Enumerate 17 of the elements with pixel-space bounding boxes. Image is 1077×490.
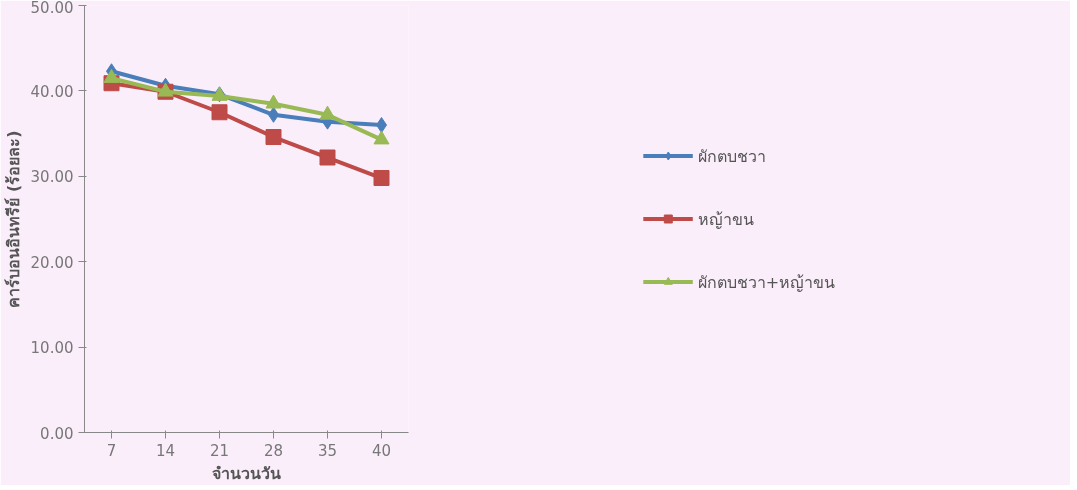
x-tick-label: 14 — [155, 441, 176, 460]
y-axis-title: คาร์บอนอินทรีย์ (ร้อยละ) — [3, 130, 23, 308]
x-tick-label: 40 — [371, 441, 392, 460]
legend-label: ผักตบชวา+หญ้าขน — [697, 271, 836, 294]
y-tick-label: 0.00 — [40, 424, 74, 443]
x-axis-title: จำนวนวัน — [212, 463, 281, 483]
x-tick-label: 21 — [209, 441, 230, 460]
x-tick-label: 28 — [263, 441, 284, 460]
y-tick-label: 20.00 — [30, 253, 74, 272]
legend-label: หญ้าขน — [697, 208, 754, 231]
legend-label: ผักตบชวา — [697, 145, 766, 167]
y-tick-label: 30.00 — [30, 168, 74, 187]
x-tick-label: 35 — [317, 441, 338, 460]
x-tick-label: 7 — [106, 441, 117, 460]
y-tick-label: 50.00 — [30, 0, 74, 17]
y-tick-label: 40.00 — [30, 82, 74, 101]
y-tick-label: 10.00 — [30, 339, 74, 358]
